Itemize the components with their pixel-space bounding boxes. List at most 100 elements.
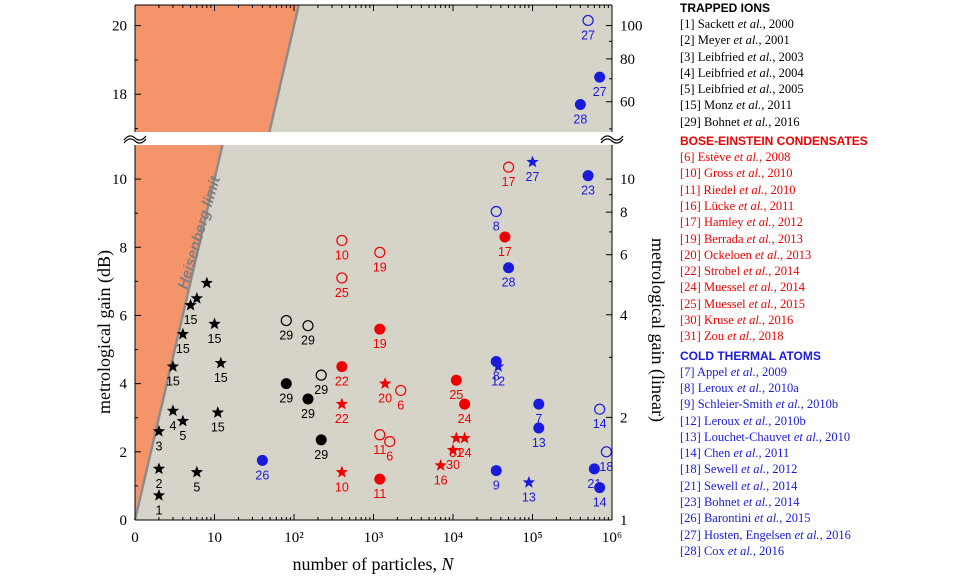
legend: TRAPPED IONS [1] Sackett et al., 2000 [2] … xyxy=(680,0,960,559)
data-point-55: 27 xyxy=(581,14,595,42)
data-point-32: 25 xyxy=(449,374,463,402)
data-point-label: 13 xyxy=(532,436,546,450)
data-point-label: 23 xyxy=(581,184,595,198)
data-point-27: 6 xyxy=(395,384,407,412)
legend-entry: [2] Meyer et al., 2001 xyxy=(680,33,790,48)
legend-entry: [4] Leibfried et al., 2004 xyxy=(680,65,804,80)
open-circle-marker xyxy=(374,246,386,258)
data-point-12: 15 xyxy=(214,356,228,385)
filled-circle-marker xyxy=(574,99,586,111)
data-point-label: 6 xyxy=(386,450,393,464)
data-point-label: 25 xyxy=(449,388,463,402)
data-point-4: 5 xyxy=(176,414,190,443)
data-point-48: 27 xyxy=(526,155,539,184)
star-marker xyxy=(166,404,180,417)
star-marker xyxy=(335,465,349,478)
legend-group-title: COLD THERMAL ATOMS xyxy=(680,348,821,363)
data-point-label: 16 xyxy=(434,473,448,487)
data-point-label: 29 xyxy=(301,407,315,421)
data-point-5: 5 xyxy=(190,465,204,494)
legend-entry: [10] Gross et al., 2010 xyxy=(680,166,793,181)
data-point-22: 19 xyxy=(373,246,387,274)
x-tick-label: 10⁵ xyxy=(522,530,542,546)
filled-circle-marker xyxy=(503,262,515,274)
data-point-label: 25 xyxy=(335,286,349,300)
break-mark-bottom-left xyxy=(123,138,147,144)
data-point-23: 19 xyxy=(373,323,387,351)
data-point-26: 20 xyxy=(378,377,392,406)
data-point-label: 8 xyxy=(493,219,500,233)
allowed-region-lower xyxy=(135,145,612,520)
data-point-13: 15 xyxy=(211,406,225,435)
open-circle-marker xyxy=(280,314,292,327)
heisenberg-limit-line-upper xyxy=(268,4,300,133)
data-point-label: 19 xyxy=(373,337,387,351)
filled-circle-marker xyxy=(302,393,314,405)
filled-circle-marker xyxy=(594,71,606,83)
filled-circle-marker xyxy=(459,398,471,410)
x-tick-label: 10² xyxy=(284,530,304,546)
right-tick-label: 60 xyxy=(620,95,635,111)
filled-circle-marker xyxy=(594,482,606,494)
data-point-label: 9 xyxy=(493,479,500,493)
axes: 0 10 10² 10³ 10⁴ 10⁵ 10⁶0246810182012468106080… xyxy=(112,4,643,546)
legend-entry: [20] Ockeloen et al., 2013 xyxy=(680,247,812,262)
data-point-label: 4 xyxy=(169,419,176,433)
data-point-label: 15 xyxy=(166,375,180,389)
data-point-label: 10 xyxy=(335,480,349,494)
data-point-label: 15 xyxy=(176,342,190,356)
data-point-label: 19 xyxy=(373,260,387,274)
legend-entry: [11] Riedel et al., 2010 xyxy=(680,182,796,197)
data-point-label: 5 xyxy=(193,480,200,494)
data-point-label: 8 xyxy=(493,369,500,383)
star-marker xyxy=(200,276,213,289)
data-point-6: 15 xyxy=(166,360,180,389)
data-point-label: 22 xyxy=(335,375,349,389)
data-point-29: 6 xyxy=(384,435,396,464)
plot-background xyxy=(133,4,612,521)
legend-entry: [8] Leroux et al., 2010a xyxy=(680,380,799,395)
legend-group-title: BOSE-EINSTEIN CONDENSATES xyxy=(680,134,868,149)
y-tick-label: 0 xyxy=(120,513,128,529)
y-tick-label: 6 xyxy=(120,308,128,324)
data-point-49: 23 xyxy=(581,170,595,198)
star-marker xyxy=(152,488,166,501)
y-axis-title-left: metrological gain (dB) xyxy=(94,250,115,414)
data-point-21: 25 xyxy=(335,272,349,300)
data-point-36: 30 xyxy=(446,443,460,472)
star-marker xyxy=(166,360,180,372)
filled-circle-marker xyxy=(374,323,386,335)
open-circle-marker xyxy=(302,320,314,332)
data-point-label: 2 xyxy=(155,477,162,491)
data-point-label: 17 xyxy=(502,175,516,189)
data-point-label: 15 xyxy=(208,332,222,346)
legend-entry: [9] Schleier-Smith et al., 2010b xyxy=(680,397,839,412)
right-tick-label: 100 xyxy=(620,19,643,35)
star-marker xyxy=(446,443,460,456)
data-point-54: 14 xyxy=(593,482,607,510)
data-point-51: 14 xyxy=(593,403,607,431)
y-axis-title-right: metrological gain (linear) xyxy=(647,238,668,422)
data-point-label: 28 xyxy=(573,113,587,127)
y-tick-label: 4 xyxy=(120,377,128,393)
data-point-label: 18 xyxy=(599,460,613,474)
data-point-14: 29 xyxy=(279,314,293,343)
data-point-label: 11 xyxy=(373,487,386,501)
data-point-10 xyxy=(200,276,213,289)
data-point-label: 28 xyxy=(502,276,516,290)
filled-circle-marker xyxy=(490,465,502,477)
x-tick-label: 10 xyxy=(207,530,222,546)
data-point-label: 29 xyxy=(301,334,315,348)
data-point-31: 11 xyxy=(373,473,386,501)
legend-entry: [16] Lücke et al., 2011 xyxy=(680,198,795,213)
data-point-1: 2 xyxy=(152,462,166,491)
legend-entry: [7] Appel et al., 2009 xyxy=(680,364,787,379)
data-point-20: 10 xyxy=(335,234,349,262)
data-point-3: 4 xyxy=(166,404,180,433)
right-tick-label: 1 xyxy=(620,513,628,529)
data-point-19: 29 xyxy=(314,434,328,462)
data-point-label: 13 xyxy=(522,491,536,505)
data-point-label: 22 xyxy=(335,412,349,426)
